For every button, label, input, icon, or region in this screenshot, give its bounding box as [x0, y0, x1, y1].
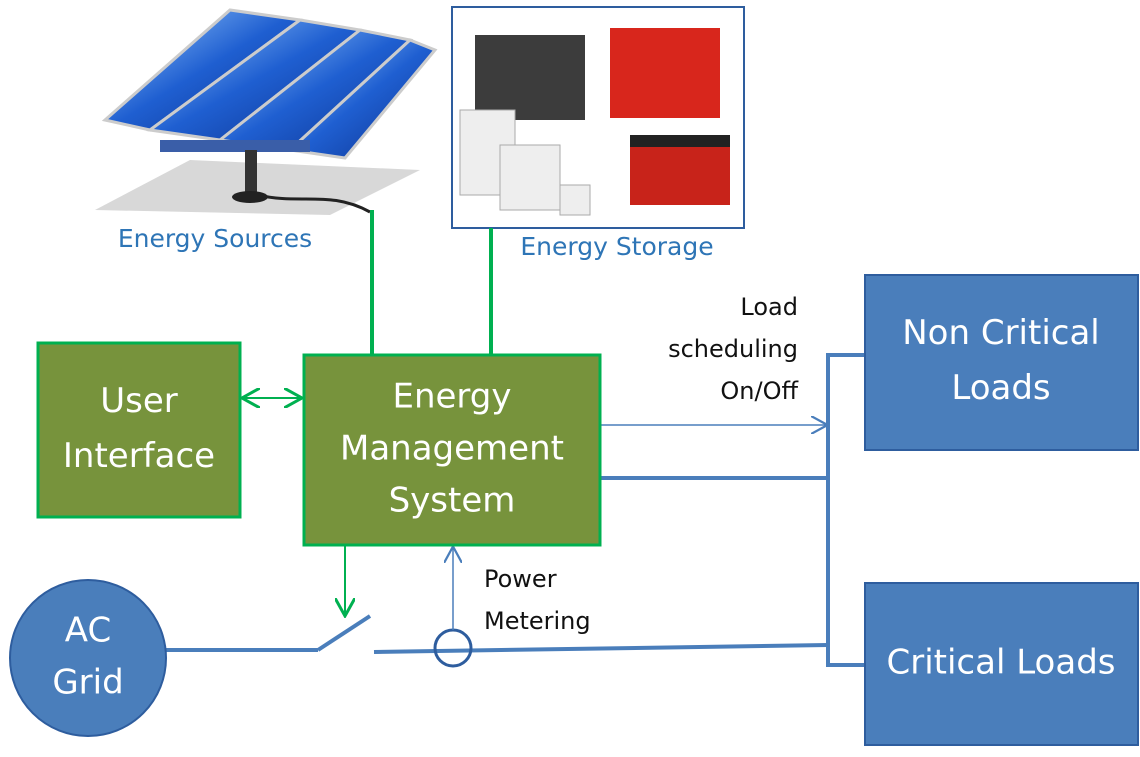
scheduling-label: Load	[740, 293, 798, 321]
metering-label: Metering	[484, 607, 591, 635]
node-label: Interface	[63, 436, 215, 476]
storage-label: Energy Storage	[520, 232, 713, 261]
load-bus	[826, 353, 865, 667]
noncritical-box	[864, 274, 1139, 451]
sources-label: Energy Sources	[118, 224, 312, 253]
ui-box	[36, 341, 242, 519]
node-label: System	[389, 481, 516, 521]
node-label: Grid	[52, 663, 123, 703]
scheduling-label: scheduling	[668, 335, 798, 363]
node-label: Loads	[951, 368, 1050, 408]
meter-ct	[433, 628, 473, 668]
feeder-line	[373, 643, 829, 654]
node-label: Critical Loads	[886, 643, 1115, 683]
ems-box	[302, 353, 602, 547]
node-label: Management	[340, 429, 564, 469]
critical-box	[864, 582, 1139, 746]
node-label: AC	[65, 611, 111, 651]
grid-circle	[9, 579, 167, 737]
scheduling-label: On/Off	[720, 377, 798, 405]
node-label: User	[100, 381, 178, 421]
node-label: Non Critical	[902, 313, 1100, 353]
metering-label: Power	[484, 565, 557, 593]
solar-panel-image	[95, 8, 438, 215]
node-label: Energy	[392, 377, 511, 417]
battery-image	[451, 6, 745, 229]
switch	[316, 614, 372, 652]
